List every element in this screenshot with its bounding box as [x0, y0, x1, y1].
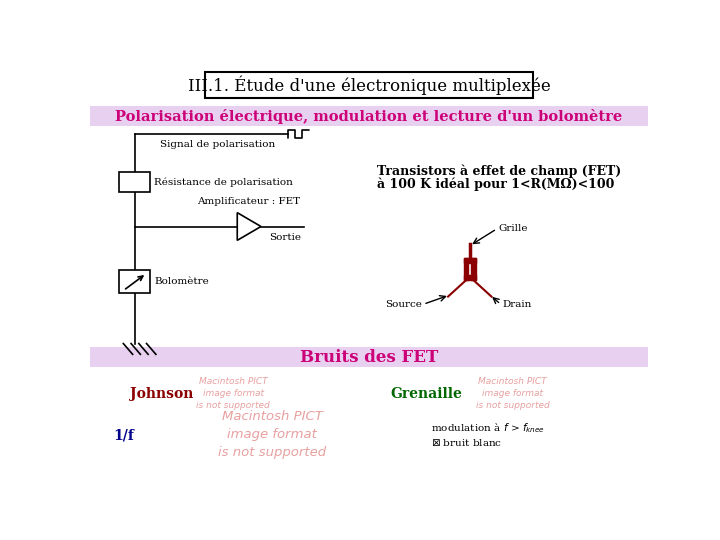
Bar	[464, 258, 476, 262]
Text: Polarisation électrique, modulation et lecture d'un bolomètre: Polarisation électrique, modulation et l…	[115, 109, 623, 124]
Text: Amplificateur : FET: Amplificateur : FET	[197, 198, 301, 206]
Text: Grenaille: Grenaille	[391, 387, 462, 401]
Text: III.1. Étude d'une électronique multiplexée: III.1. Étude d'une électronique multiple…	[188, 75, 550, 94]
Bar	[464, 258, 468, 280]
Text: Transistors à effet de champ (FET): Transistors à effet de champ (FET)	[377, 164, 621, 178]
Text: Johnson: Johnson	[130, 387, 194, 401]
Text: Bolomètre: Bolomètre	[154, 278, 209, 286]
Text: Grille: Grille	[498, 224, 528, 233]
Text: Drain: Drain	[503, 300, 531, 309]
Bar	[120, 271, 150, 294]
Bar	[464, 275, 476, 280]
Text: Sortie: Sortie	[269, 233, 301, 242]
Text: à 100 K idéal pour 1<R(MΩ)<100: à 100 K idéal pour 1<R(MΩ)<100	[377, 178, 614, 191]
Text: 1/f: 1/f	[113, 429, 134, 443]
Text: $\boxtimes$ bruit blanc: $\boxtimes$ bruit blanc	[431, 437, 502, 448]
Bar	[90, 106, 648, 126]
Bar	[90, 347, 648, 367]
Text: Signal de polarisation: Signal de polarisation	[160, 140, 275, 150]
Text: Macintosh PICT
image format
is not supported: Macintosh PICT image format is not suppo…	[197, 377, 270, 410]
Text: modulation à $f$ > $f_{knee}$: modulation à $f$ > $f_{knee}$	[431, 421, 545, 435]
Text: Macintosh PICT
image format
is not supported: Macintosh PICT image format is not suppo…	[218, 410, 326, 459]
Text: Macintosh PICT
image format
is not supported: Macintosh PICT image format is not suppo…	[475, 377, 549, 410]
Bar	[472, 258, 476, 280]
Text: Source: Source	[384, 300, 422, 309]
Bar	[120, 172, 150, 192]
Text: Résistance de polarisation: Résistance de polarisation	[154, 177, 293, 187]
Bar	[204, 72, 534, 98]
Text: Bruits des FET: Bruits des FET	[300, 349, 438, 366]
